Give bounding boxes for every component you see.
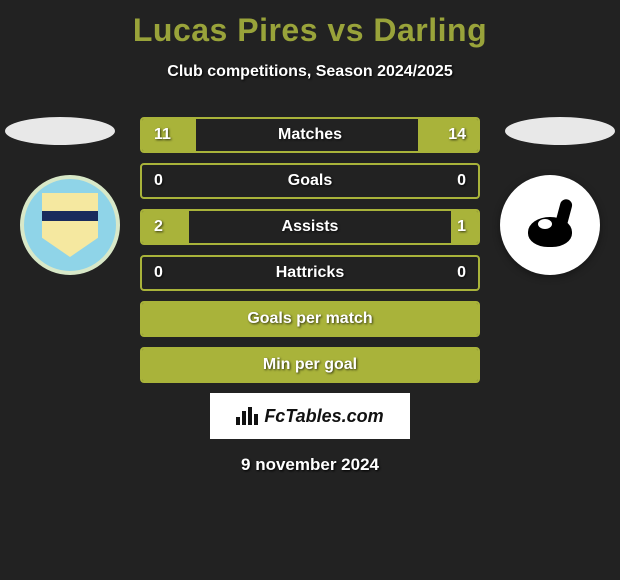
date-text: 9 november 2024 <box>0 455 620 475</box>
stat-row: 1114Matches <box>140 117 480 153</box>
watermark-text: FcTables.com <box>264 406 383 427</box>
player2-club-badge <box>500 175 600 275</box>
stat-label: Assists <box>142 211 478 243</box>
comparison-panel: 1114Matches 00Goals 21Assists 00Hattricks Go… <box>0 117 620 475</box>
stat-row: 21Assists <box>140 209 480 245</box>
vs-text: vs <box>327 12 364 48</box>
player1-avatar-placeholder <box>5 117 115 145</box>
player1-name: Lucas Pires <box>133 12 318 48</box>
player1-club-badge <box>20 175 120 275</box>
stat-row: Min per goal <box>140 347 480 383</box>
stat-label: Goals per match <box>142 303 478 335</box>
page-title: Lucas Pires vs Darling <box>0 0 620 49</box>
stat-label: Min per goal <box>142 349 478 381</box>
stat-label: Matches <box>142 119 478 151</box>
stat-label: Hattricks <box>142 257 478 289</box>
stat-label: Goals <box>142 165 478 197</box>
stat-row: Goals per match <box>140 301 480 337</box>
bar-chart-icon <box>236 407 258 425</box>
subtitle: Club competitions, Season 2024/2025 <box>0 63 620 81</box>
stat-row: 00Hattricks <box>140 255 480 291</box>
stat-row: 00Goals <box>140 163 480 199</box>
watermark: FcTables.com <box>210 393 410 439</box>
swan-icon <box>520 195 580 255</box>
player2-avatar-placeholder <box>505 117 615 145</box>
player2-name: Darling <box>373 12 487 48</box>
stat-bars: 1114Matches 00Goals 21Assists 00Hattricks Go… <box>140 117 480 383</box>
shield-icon <box>42 193 98 257</box>
